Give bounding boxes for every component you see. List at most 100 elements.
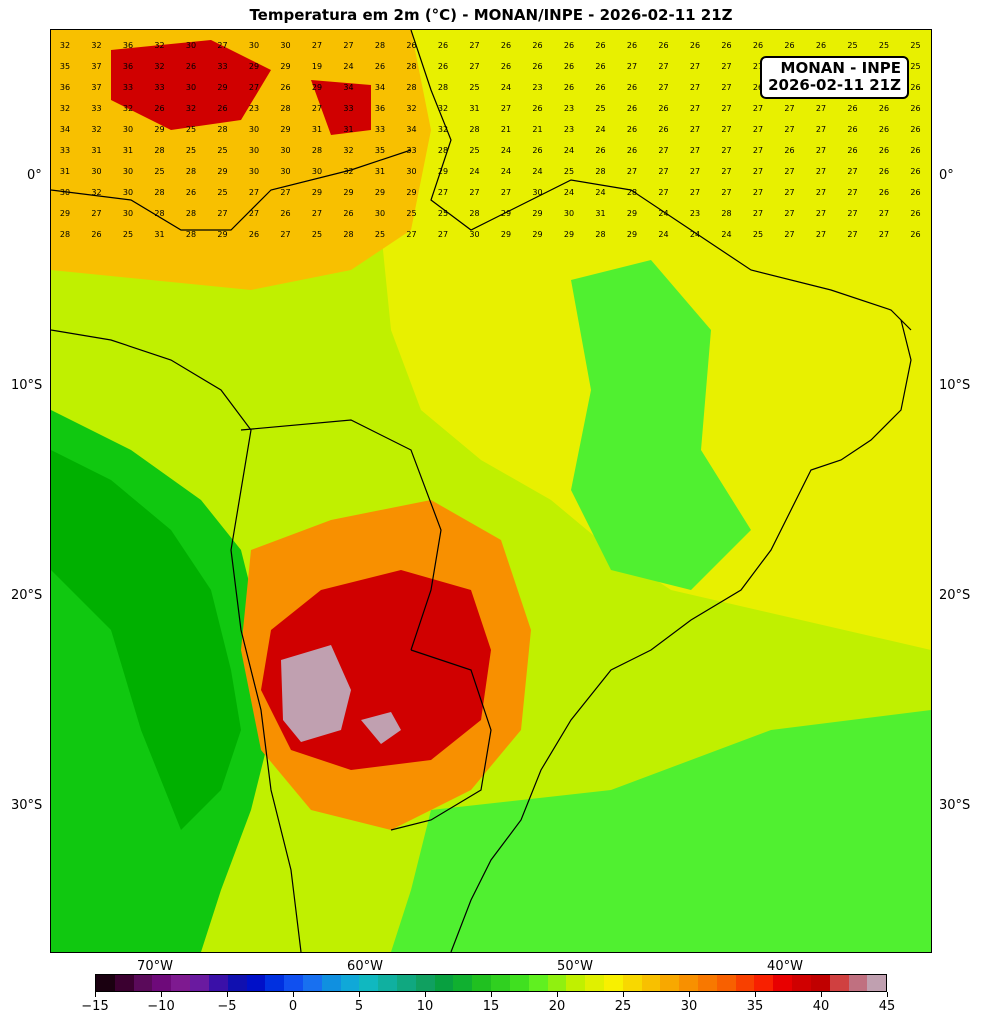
grid-temp-label: 36 [375,104,385,113]
grid-temp-label: 29 [217,230,227,239]
grid-temp-label: 27 [879,209,889,218]
colorbar-tick-mark [293,992,294,997]
grid-temp-label: 30 [186,83,196,92]
grid-temp-label: 34 [375,83,385,92]
grid-temp-label: 26 [753,83,763,92]
grid-temp-label: 27 [501,188,511,197]
grid-temp-label: 27 [690,146,700,155]
temperature-field: 32 32 36 32 30 27 30 30 27 27 28 26 26 27 26 26 26 26 26 26… [51,30,931,952]
lat-label-right-30s: 30°S [939,798,971,813]
colorbar-tick-label: 0 [288,999,298,1014]
colorbar-tick-label: −5 [217,999,237,1014]
grid-temp-label: 28 [343,230,353,239]
grid-temp-label: 24 [658,209,668,218]
grid-temp-label: 27 [721,104,731,113]
grid-temp-label: 26 [627,146,637,155]
grid-temp-label: 27 [816,209,826,218]
grid-temp-label: 27 [816,104,826,113]
grid-temp-label: 32 [438,104,448,113]
grid-temp-label: 26 [879,146,889,155]
lat-label-left-10s: 10°S [11,378,43,393]
grid-temp-label: 25 [186,125,196,134]
grid-temp-label: 27 [847,230,857,239]
grid-temp-label: 24 [564,188,574,197]
colorbar-tick-label: 10 [416,999,434,1014]
grid-temp-label: 30 [280,41,290,50]
grid-temp-label: 29 [501,230,511,239]
colorbar-swatch [265,975,285,991]
grid-temp-label: 28 [438,146,448,155]
grid-temp-label: 36 [123,62,133,71]
grid-temp-label: 27 [690,167,700,176]
grid-temp-label: 24 [469,167,479,176]
grid-temp-label: 26 [879,104,889,113]
grid-temp-label: 24 [532,167,542,176]
grid-temp-label: 27 [438,188,448,197]
grid-temp-label: 28 [312,146,322,155]
grid-temp-label: 35 [60,62,70,71]
grid-temp-label: 27 [658,188,668,197]
grid-temp-label: 32 [154,41,164,50]
grid-temp-label: 26 [343,209,353,218]
grid-temp-label: 30 [564,209,574,218]
grid-temp-label: 31 [375,167,385,176]
colorbar-tick-mark [689,992,690,997]
grid-temp-label: 26 [595,146,605,155]
grid-temp-label: 27 [280,188,290,197]
grid-temp-label: 26 [910,104,920,113]
colorbar-tick-mark [557,992,558,997]
grid-temp-label: 24 [595,188,605,197]
grid-temp-label: 28 [438,83,448,92]
colorbar-tick-mark [623,992,624,997]
field-north-hot [111,40,371,135]
grid-temp-label: 27 [721,62,731,71]
grid-temp-label: 25 [375,230,385,239]
colorbar-swatch [208,975,228,991]
grid-temp-label: 23 [249,104,259,113]
grid-temp-label: 26 [627,104,637,113]
grid-temp-label: 26 [658,104,668,113]
lat-label-right-0: 0° [939,168,954,183]
grid-temp-label: 26 [249,230,259,239]
grid-temp-label: 28 [186,209,196,218]
grid-temp-label: 27 [690,104,700,113]
grid-temp-label: 26 [532,146,542,155]
grid-temp-label: 34 [343,83,353,92]
colorbar-swatch [716,975,736,991]
grid-temp-label: 27 [658,167,668,176]
grid-temp-label: 27 [312,41,322,50]
colorbar-tick-mark [821,992,822,997]
colorbar-swatch [566,975,586,991]
grid-temp-label: 27 [217,209,227,218]
grid-temp-label: 33 [217,62,227,71]
colorbar-swatch [735,975,755,991]
colorbar-swatch [792,975,811,991]
grid-temp-label: 27 [879,230,889,239]
grid-temp-label: 27 [312,104,322,113]
grid-temp-label: 27 [753,62,763,71]
colorbar-swatch [698,975,717,991]
grid-temp-label: 29 [532,209,542,218]
colorbar-tick-mark [161,992,162,997]
grid-temp-label: 27 [753,167,763,176]
lat-label-left-20s: 20°S [11,588,43,603]
field-andes-core [51,450,241,830]
grid-temp-label: 29 [501,209,511,218]
grid-temp-label: 28 [186,230,196,239]
lon-label-40w: 40°W [767,959,803,974]
grid-temp-label: 32 [186,104,196,113]
grid-temp-label: 27 [721,125,731,134]
grid-temp-label: 27 [816,167,826,176]
grid-temp-label: 25 [910,41,920,50]
grid-temp-label: 29 [343,188,353,197]
grid-temp-label: 32 [91,125,101,134]
grid-temp-label: 24 [501,83,511,92]
grid-temp-label: 25 [438,209,448,218]
field-central-extreme [281,645,401,744]
lon-label-70w: 70°W [137,959,173,974]
grid-temp-label: 26 [879,125,889,134]
grid-temp-label: 32 [60,104,70,113]
grid-temp-label: 30 [375,209,385,218]
colorbar-swatch [867,975,887,991]
grid-temp-label: 24 [721,230,731,239]
